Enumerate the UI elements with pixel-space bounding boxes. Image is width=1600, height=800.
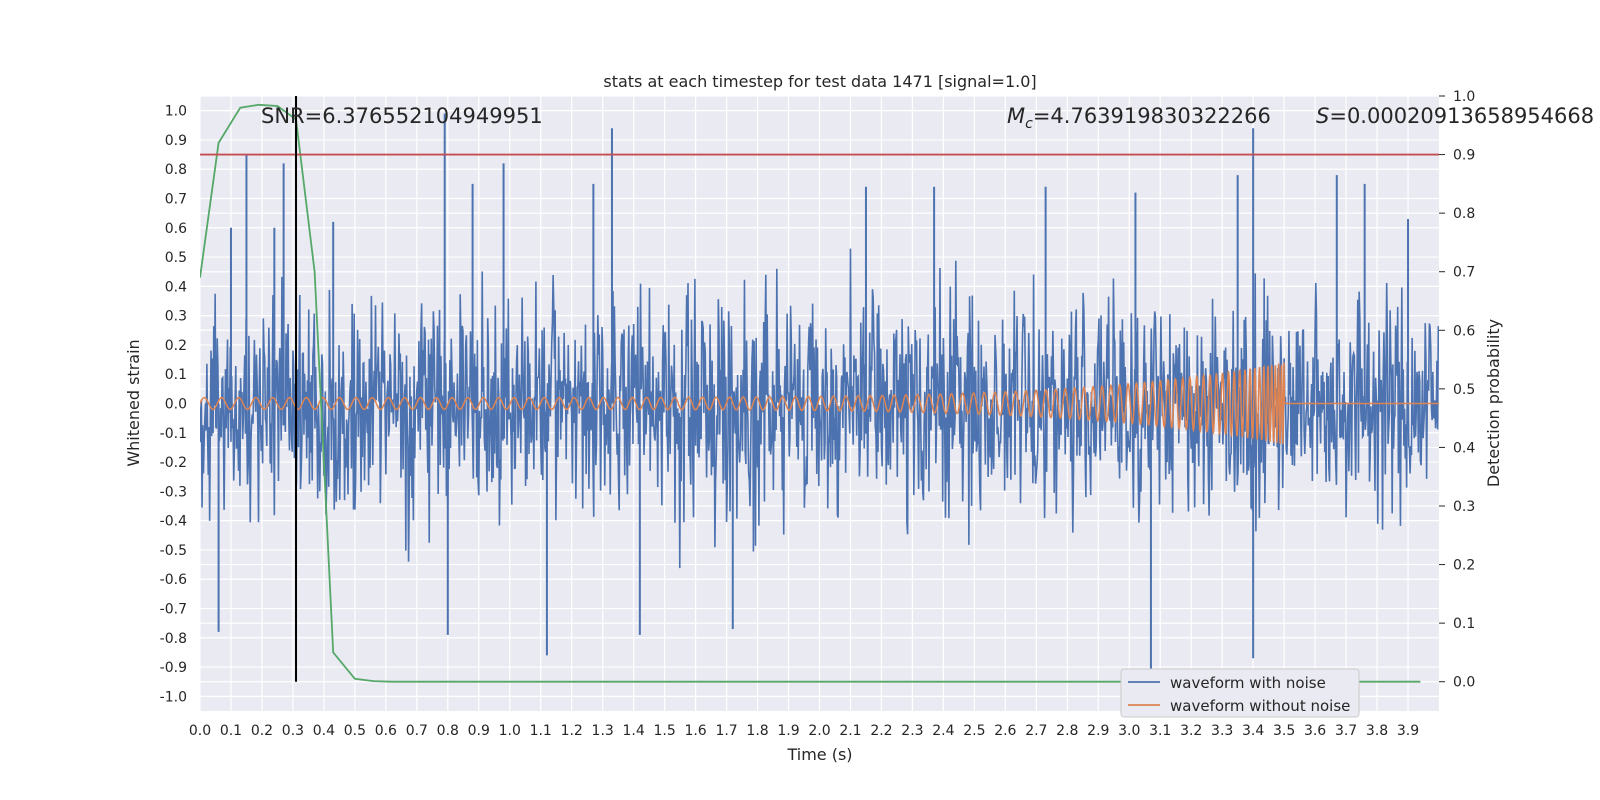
x-tick-label: 1.8 xyxy=(746,723,768,739)
detection-probability-line xyxy=(200,103,1421,683)
y2-tick-label: 1.0 xyxy=(1453,89,1475,105)
x-tick-label: 1.7 xyxy=(715,723,737,739)
y2-tick-label: 0.5 xyxy=(1453,382,1475,398)
x-tick-label: 3.0 xyxy=(1118,723,1140,739)
x-tick-label: 0.1 xyxy=(220,723,242,739)
x-tick-label: 2.8 xyxy=(1056,723,1078,739)
y2-tick-label: 0.7 xyxy=(1453,265,1475,281)
s-value: =0.00020913658954668 xyxy=(1329,104,1594,128)
x-tick-label: 1.1 xyxy=(530,723,552,739)
x-tick-label: 1.6 xyxy=(684,723,706,739)
y-tick-label: 0.1 xyxy=(165,367,187,383)
y-tick-label: -0.7 xyxy=(160,602,187,618)
x-tick-label: 3.3 xyxy=(1211,723,1233,739)
y-tick-label: 1.0 xyxy=(165,104,187,120)
x-tick-label: 0.9 xyxy=(468,723,490,739)
x-tick-label: 3.5 xyxy=(1273,723,1295,739)
x-tick-label: 3.2 xyxy=(1180,723,1202,739)
y2-tick-label: 0.9 xyxy=(1453,148,1475,164)
x-tick-label: 2.9 xyxy=(1087,723,1109,739)
x-tick-label: 0.0 xyxy=(189,723,211,739)
y2-tick-label: 0.6 xyxy=(1453,323,1475,339)
y-tick-label: -0.6 xyxy=(160,572,187,588)
x-tick-label: 1.2 xyxy=(561,723,583,739)
y-tick-label: -0.9 xyxy=(160,660,187,676)
y2-tick-label: 0.3 xyxy=(1453,499,1475,515)
x-tick-label: 0.6 xyxy=(375,723,397,739)
y2-tick-label: 0.8 xyxy=(1453,206,1475,222)
y-tick-label: 0.7 xyxy=(165,192,187,208)
x-tick-label: 2.0 xyxy=(808,723,830,739)
legend-label-noisy: waveform with noise xyxy=(1170,674,1326,692)
y-tick-label: 0.5 xyxy=(165,250,187,266)
x-tick-label: 3.8 xyxy=(1366,723,1388,739)
x-tick-label: 2.1 xyxy=(839,723,861,739)
y2-tick-label: 0.1 xyxy=(1453,616,1475,632)
waveform-without-noise-line xyxy=(200,362,1439,445)
y-tick-label: 0.2 xyxy=(165,338,187,354)
y2-axis-label: Detection probability xyxy=(1484,319,1503,487)
legend-label-clean: waveform without noise xyxy=(1170,697,1350,715)
y-tick-label: -0.3 xyxy=(160,484,187,500)
chirp-mass-value: =4.763919830322266 xyxy=(1033,104,1271,128)
snr-annotation: SNR=6.376552104949951 xyxy=(261,104,543,128)
x-tick-label: 1.5 xyxy=(653,723,675,739)
chirp-mass-symbol: M xyxy=(1007,104,1025,128)
y-tick-label: 0.8 xyxy=(165,162,187,178)
x-tick-label: 2.5 xyxy=(963,723,985,739)
y-tick-label: 0.6 xyxy=(165,221,187,237)
x-tick-label: 2.4 xyxy=(932,723,954,739)
x-tick-label: 0.4 xyxy=(313,723,335,739)
y-tick-label: 0.4 xyxy=(165,279,187,295)
x-tick-label: 2.2 xyxy=(870,723,892,739)
x-tick-label: 3.1 xyxy=(1149,723,1171,739)
s-symbol: S xyxy=(1316,104,1329,128)
chirp-mass-annotation: Mc=4.763919830322266 xyxy=(1007,104,1271,132)
x-tick-label: 0.7 xyxy=(406,723,428,739)
y-tick-label: -0.1 xyxy=(160,426,187,442)
legend: waveform with noise waveform without noi… xyxy=(1120,668,1360,718)
x-tick-label: 1.4 xyxy=(623,723,645,739)
y-tick-label: -0.5 xyxy=(160,543,187,559)
y-tick-label: -0.4 xyxy=(160,514,187,530)
s-annotation: S=0.00020913658954668 xyxy=(1316,104,1594,128)
x-tick-label: 0.8 xyxy=(437,723,459,739)
y2-tick-label: 0.2 xyxy=(1453,558,1475,574)
x-tick-label: 3.4 xyxy=(1242,723,1264,739)
x-tick-label: 3.9 xyxy=(1397,723,1419,739)
y-tick-label: -1.0 xyxy=(160,689,187,705)
y-tick-label: -0.2 xyxy=(160,455,187,471)
y-axis-label: Whitened strain xyxy=(124,339,143,466)
x-tick-label: 0.3 xyxy=(282,723,304,739)
y2-tick-label: 0.4 xyxy=(1453,440,1475,456)
x-tick-label: 3.7 xyxy=(1335,723,1357,739)
x-tick-label: 2.6 xyxy=(994,723,1016,739)
series-layer xyxy=(200,96,1439,683)
y2-tick-label: 0.0 xyxy=(1453,675,1475,691)
y-tick-label: 0.3 xyxy=(165,309,187,325)
x-tick-label: 1.0 xyxy=(499,723,521,739)
legend-box xyxy=(1120,668,1360,718)
chart-title: stats at each timestep for test data 147… xyxy=(603,72,1036,91)
x-tick-label: 1.9 xyxy=(777,723,799,739)
x-tick-label: 2.7 xyxy=(1025,723,1047,739)
x-tick-label: 1.3 xyxy=(592,723,614,739)
x-tick-label: 3.6 xyxy=(1304,723,1326,739)
axis-layer: 0.0 0.1 0.2 0.3 0.4 0.5 0.6 0.7 0.8 0.9 1.0 1.1 1.2 1… xyxy=(160,89,1476,739)
x-axis-label: Time (s) xyxy=(786,745,852,764)
y-tick-label: 0.9 xyxy=(165,133,187,149)
chirp-mass-subscript: c xyxy=(1025,116,1033,132)
x-tick-label: 0.5 xyxy=(344,723,366,739)
y-tick-label: 0.0 xyxy=(165,397,187,413)
x-tick-label: 0.2 xyxy=(251,723,273,739)
x-tick-label: 2.3 xyxy=(901,723,923,739)
y-tick-label: -0.8 xyxy=(160,631,187,647)
